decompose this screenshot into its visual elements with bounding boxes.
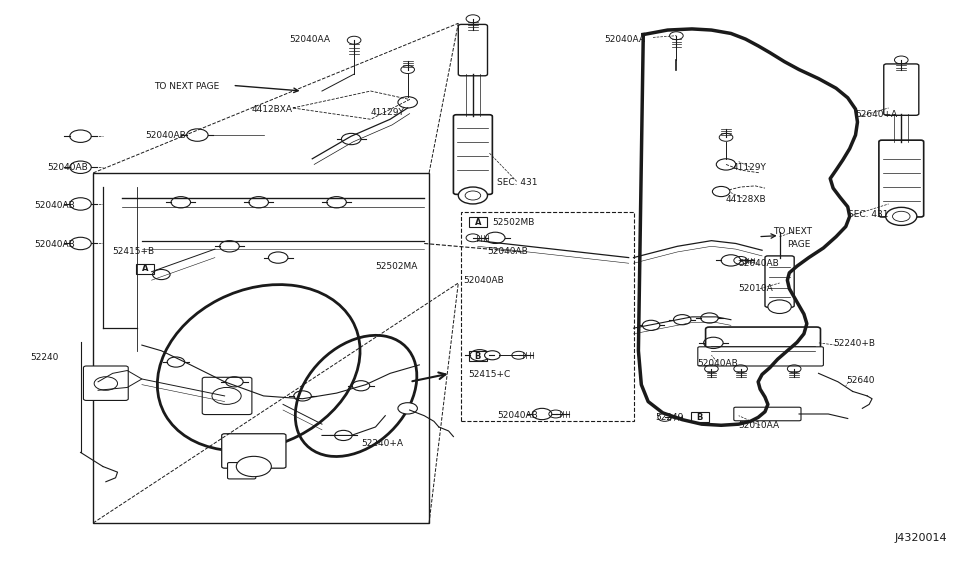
FancyBboxPatch shape — [883, 64, 918, 115]
Text: SEC. 431: SEC. 431 — [497, 178, 538, 187]
Text: 52040AB: 52040AB — [48, 163, 88, 171]
Text: 52040AA: 52040AA — [289, 35, 330, 44]
Text: 52640: 52640 — [845, 376, 875, 385]
Circle shape — [236, 456, 271, 477]
FancyBboxPatch shape — [734, 407, 801, 421]
Text: 52040AB: 52040AB — [35, 240, 75, 249]
Text: J4320014: J4320014 — [894, 533, 947, 543]
Text: 52240+A: 52240+A — [361, 439, 403, 448]
Text: 41129Y: 41129Y — [733, 163, 766, 171]
Bar — [469, 351, 487, 362]
FancyBboxPatch shape — [221, 434, 286, 468]
Text: A: A — [475, 217, 481, 226]
Text: PAGE: PAGE — [788, 240, 811, 249]
Text: B: B — [475, 352, 481, 361]
Text: 52502MB: 52502MB — [492, 217, 534, 226]
Text: TO NEXT PAGE: TO NEXT PAGE — [154, 82, 219, 91]
Text: 52249: 52249 — [655, 413, 683, 422]
Text: 52040AB: 52040AB — [35, 200, 75, 209]
Bar — [469, 217, 487, 227]
Text: 52040AB: 52040AB — [463, 276, 504, 285]
Text: 52040AB: 52040AB — [497, 411, 538, 420]
Circle shape — [717, 159, 736, 170]
Text: 52240: 52240 — [30, 353, 58, 362]
Text: 52010A: 52010A — [739, 284, 773, 293]
Circle shape — [485, 351, 500, 360]
FancyBboxPatch shape — [453, 115, 492, 194]
FancyBboxPatch shape — [878, 140, 923, 217]
Text: 44128XB: 44128XB — [726, 195, 766, 204]
Text: 52040AB: 52040AB — [697, 359, 737, 368]
Text: 52240+B: 52240+B — [833, 340, 876, 349]
Text: 52040AB: 52040AB — [739, 259, 779, 268]
Text: 52415+B: 52415+B — [113, 247, 155, 256]
Text: 52502MA: 52502MA — [375, 261, 418, 271]
FancyBboxPatch shape — [765, 256, 795, 307]
Circle shape — [885, 207, 916, 225]
Bar — [691, 412, 709, 422]
Text: 52040AB: 52040AB — [488, 247, 528, 256]
Bar — [136, 264, 153, 274]
Text: 52415+C: 52415+C — [468, 370, 510, 379]
Text: 52040AA: 52040AA — [604, 35, 645, 44]
Text: 52040AB: 52040AB — [145, 131, 185, 140]
FancyBboxPatch shape — [458, 24, 488, 76]
FancyBboxPatch shape — [84, 366, 129, 400]
Circle shape — [212, 388, 241, 404]
Circle shape — [95, 377, 118, 391]
Circle shape — [713, 186, 730, 196]
Text: 52010AA: 52010AA — [739, 421, 780, 430]
FancyBboxPatch shape — [227, 462, 255, 479]
FancyBboxPatch shape — [698, 347, 824, 366]
FancyBboxPatch shape — [706, 327, 821, 359]
Text: 41129Y: 41129Y — [370, 108, 405, 117]
Bar — [461, 212, 634, 421]
Bar — [94, 173, 429, 523]
Text: TO NEXT: TO NEXT — [773, 226, 812, 235]
Text: SEC. 431: SEC. 431 — [847, 209, 888, 218]
Circle shape — [398, 402, 417, 414]
Text: A: A — [141, 264, 148, 273]
Circle shape — [398, 97, 417, 108]
FancyBboxPatch shape — [202, 378, 252, 414]
Text: 52640+A: 52640+A — [855, 110, 898, 119]
Text: 4412BXA: 4412BXA — [252, 105, 292, 114]
Text: B: B — [696, 413, 703, 422]
Circle shape — [152, 269, 170, 280]
Circle shape — [768, 300, 792, 314]
Circle shape — [458, 187, 488, 204]
